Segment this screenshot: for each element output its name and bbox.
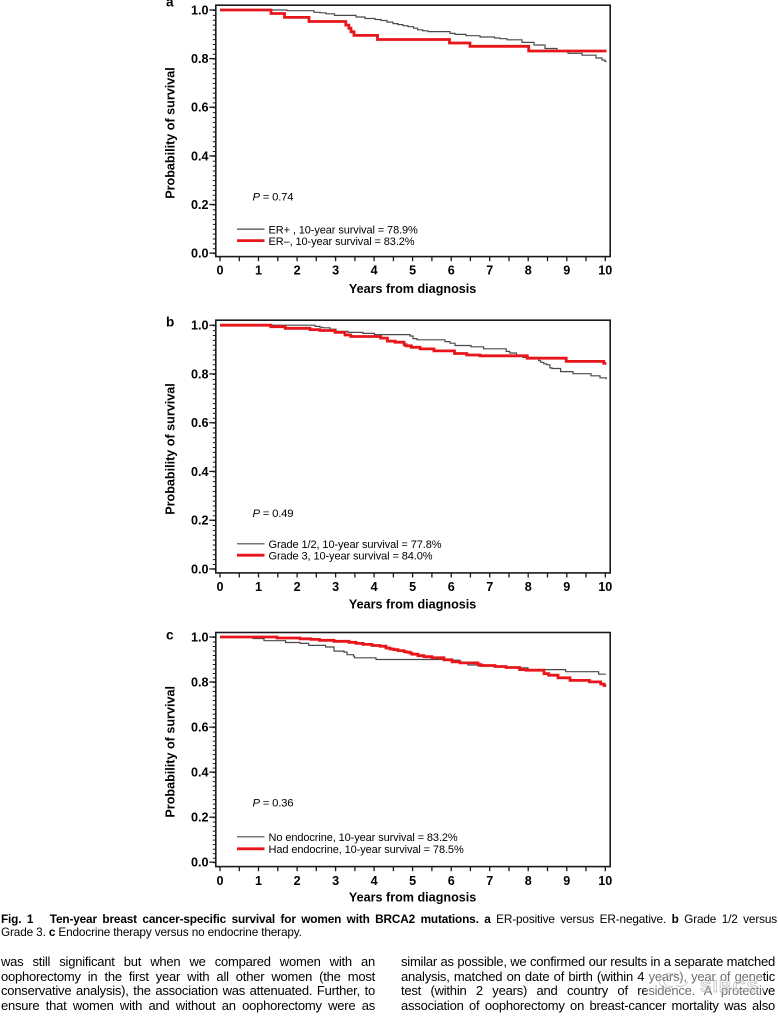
svg-text:6: 6: [448, 580, 455, 594]
svg-text:9: 9: [563, 580, 570, 594]
svg-text:8: 8: [525, 263, 532, 277]
svg-text:0.6: 0.6: [191, 721, 209, 735]
svg-text:8: 8: [525, 580, 532, 594]
svg-text:No endocrine, 10-year survival: No endocrine, 10-year survival = 83.2%: [269, 832, 458, 844]
svg-text:0.0: 0.0: [191, 562, 209, 576]
svg-text:0.4: 0.4: [191, 149, 209, 163]
svg-text:0.2: 0.2: [191, 514, 209, 528]
svg-text:0.0: 0.0: [191, 856, 209, 870]
svg-text:6: 6: [448, 874, 455, 888]
svg-text:2: 2: [294, 580, 301, 594]
svg-text:10: 10: [598, 580, 612, 594]
svg-text:0.4: 0.4: [191, 465, 209, 479]
svg-text:4: 4: [371, 580, 378, 594]
svg-text:0.2: 0.2: [191, 811, 209, 825]
svg-text:7: 7: [486, 263, 493, 277]
svg-text:0.6: 0.6: [191, 416, 209, 430]
svg-text:0.6: 0.6: [191, 101, 209, 115]
svg-text:0.8: 0.8: [191, 675, 209, 689]
svg-text:0: 0: [216, 580, 223, 594]
svg-text:P = 0.74: P = 0.74: [253, 192, 294, 204]
svg-text:3: 3: [332, 263, 339, 277]
svg-text:4: 4: [371, 874, 378, 888]
svg-text:SIBCS: SIBCS: [700, 977, 759, 996]
svg-text:1: 1: [255, 580, 262, 594]
svg-text:Years from diagnosis: Years from diagnosis: [349, 282, 476, 296]
svg-text:a: a: [166, 0, 174, 10]
svg-text:Grade 1/2, 10-year survival =: Grade 1/2, 10-year survival = 77.8%: [269, 539, 442, 551]
svg-text:Probability of survival: Probability of survival: [164, 67, 178, 199]
svg-text:b: b: [166, 315, 174, 330]
svg-text:0.2: 0.2: [191, 198, 209, 212]
svg-text:10: 10: [598, 263, 612, 277]
svg-text:0.4: 0.4: [191, 766, 209, 780]
svg-text:5: 5: [409, 580, 416, 594]
svg-text:0: 0: [216, 263, 223, 277]
svg-text:Had endocrine, 10-year surviva: Had endocrine, 10-year survival = 78.5%: [269, 844, 464, 856]
svg-text:c: c: [166, 627, 174, 642]
svg-text:Grade 3, 10-year survival = 84: Grade 3, 10-year survival = 84.0%: [269, 550, 433, 562]
svg-text:7: 7: [486, 874, 493, 888]
svg-text:9: 9: [563, 263, 570, 277]
svg-text:Years from diagnosis: Years from diagnosis: [349, 890, 476, 904]
svg-text:Probability of survival: Probability of survival: [164, 383, 178, 515]
svg-text:5: 5: [409, 263, 416, 277]
svg-text:Probability of survival: Probability of survival: [164, 686, 178, 818]
svg-text:1.0: 1.0: [191, 3, 209, 17]
svg-text:5: 5: [409, 874, 416, 888]
svg-text:0.0: 0.0: [191, 247, 209, 261]
svg-text:8: 8: [525, 874, 532, 888]
svg-text:10: 10: [598, 874, 612, 888]
svg-text:2: 2: [294, 874, 301, 888]
svg-text:Years from diagnosis: Years from diagnosis: [349, 597, 476, 611]
svg-text:7: 7: [486, 580, 493, 594]
svg-text:P = 0.49: P = 0.49: [253, 508, 294, 520]
svg-text:0: 0: [216, 874, 223, 888]
svg-text:0.8: 0.8: [191, 367, 209, 381]
svg-text:4: 4: [371, 263, 378, 277]
svg-text:P = 0.36: P = 0.36: [253, 797, 294, 809]
svg-text:ER+ , 10-year survival = 78.9%: ER+ , 10-year survival = 78.9%: [269, 224, 419, 236]
svg-text:6: 6: [448, 263, 455, 277]
svg-text:0.8: 0.8: [191, 52, 209, 66]
svg-text:1.0: 1.0: [191, 630, 209, 644]
svg-text:9: 9: [563, 874, 570, 888]
svg-text:2: 2: [294, 263, 301, 277]
svg-text:1.0: 1.0: [191, 319, 209, 333]
svg-text:3: 3: [332, 874, 339, 888]
svg-text:ER–, 10-year survival = 83.2%: ER–, 10-year survival = 83.2%: [269, 236, 415, 248]
svg-text:1: 1: [255, 263, 262, 277]
svg-text:3: 3: [332, 580, 339, 594]
svg-text:1: 1: [255, 874, 262, 888]
